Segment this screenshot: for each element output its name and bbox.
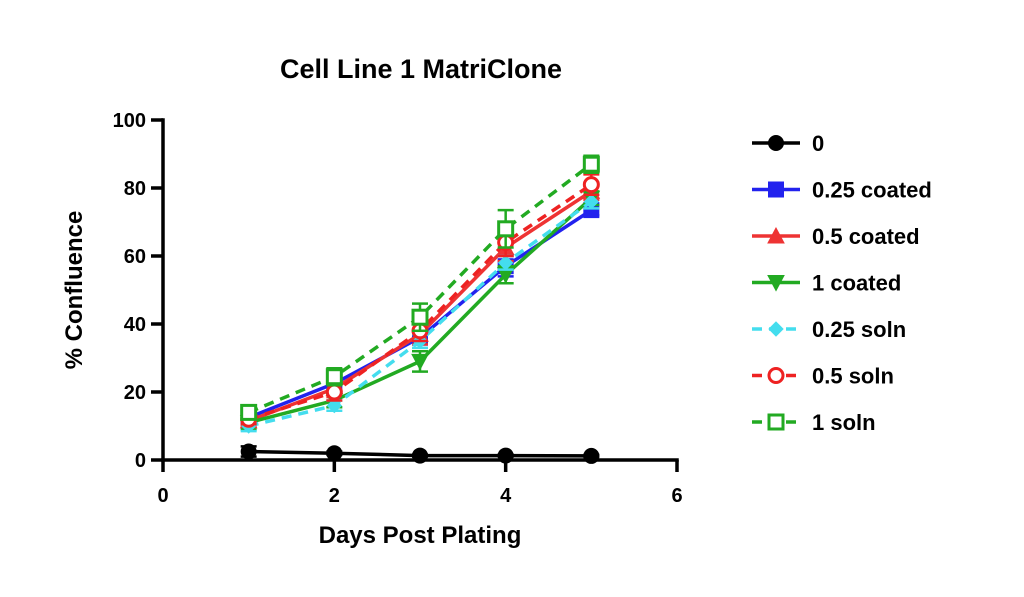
y-axis-label: % Confluence [61, 211, 88, 370]
legend-label: 0.25 coated [812, 178, 932, 203]
data-point [583, 447, 600, 464]
legend-marker [767, 275, 785, 292]
legend-marker [767, 413, 785, 431]
data-point [326, 397, 343, 414]
data-point [582, 176, 600, 194]
legend-item: 1 soln [752, 410, 876, 435]
y-tick-label: 20 [124, 382, 146, 404]
y-tick-label: 60 [124, 246, 146, 268]
data-point [411, 353, 429, 371]
legend-item: 1 coated [752, 271, 901, 296]
data-point [326, 445, 343, 462]
data-point [240, 443, 257, 460]
series-layer [239, 154, 601, 464]
y-tick-label: 100 [113, 110, 146, 132]
legend-marker [767, 367, 785, 384]
y-tick-label: 80 [124, 178, 146, 200]
data-point [497, 220, 515, 238]
x-axis-label: Days Post Plating [319, 522, 522, 549]
x-tick-label: 2 [329, 485, 340, 507]
data-point [240, 403, 258, 421]
legend-label: 0.5 soln [812, 364, 894, 389]
data-point [582, 155, 600, 173]
series-1-soln [240, 154, 600, 421]
x-tick-label: 6 [671, 485, 682, 507]
legend-item: 0.5 soln [752, 364, 894, 389]
series-0 [240, 443, 600, 464]
data-point [325, 383, 343, 401]
y-tick-label: 0 [135, 450, 146, 472]
series-line [247, 162, 593, 415]
legend-marker [768, 181, 784, 198]
legend-marker [768, 135, 784, 151]
legend-label: 0.5 coated [812, 224, 920, 249]
legend-marker [768, 321, 784, 337]
x-tick-label: 0 [157, 485, 168, 507]
data-point [412, 447, 428, 464]
chart-title: Cell Line 1 MatriClone [280, 54, 562, 84]
legend-item: 0.25 soln [752, 317, 906, 342]
data-point [497, 447, 514, 464]
legend-label: 0.25 soln [812, 317, 906, 342]
data-point [325, 368, 343, 386]
data-point [411, 308, 429, 326]
axes: 0 20 40 60 80 100 0 2 4 6 [113, 110, 683, 507]
y-tick-label: 40 [124, 314, 146, 336]
legend: 0 0.25 coated 0.5 coated 1 coated 0.25 soln 0… [752, 131, 932, 435]
legend-label: 0 [812, 131, 824, 156]
legend-label: 1 soln [812, 410, 876, 435]
legend-marker [767, 226, 785, 244]
legend-item: 0.25 coated [752, 178, 932, 203]
x-tick-label: 4 [500, 485, 512, 507]
data-point [583, 193, 600, 210]
legend-item: 0 [752, 131, 824, 156]
series-0-5-soln [240, 173, 600, 428]
series-1-coated [239, 190, 601, 432]
series-line [248, 183, 593, 421]
legend-item: 0.5 coated [752, 224, 920, 249]
data-point [497, 255, 514, 271]
legend-label: 1 coated [812, 271, 901, 296]
